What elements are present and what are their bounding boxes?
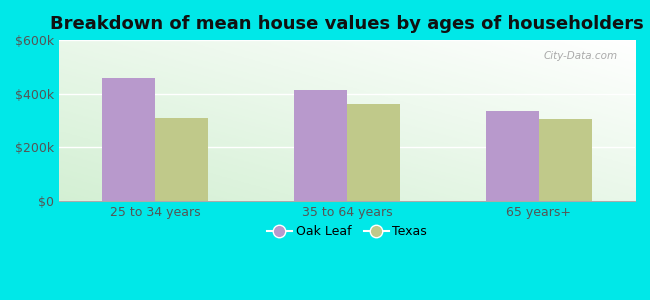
Bar [539,119,592,201]
Title: Breakdown of mean house values by ages of householders: Breakdown of mean house values by ages o… [50,15,644,33]
Bar [294,90,347,201]
Text: City-Data.com: City-Data.com [543,51,618,62]
Legend: Oak Leaf, Texas: Oak Leaf, Texas [262,220,432,243]
Bar [155,118,208,201]
Bar [486,111,539,201]
Bar [102,78,155,201]
Bar [347,104,400,201]
